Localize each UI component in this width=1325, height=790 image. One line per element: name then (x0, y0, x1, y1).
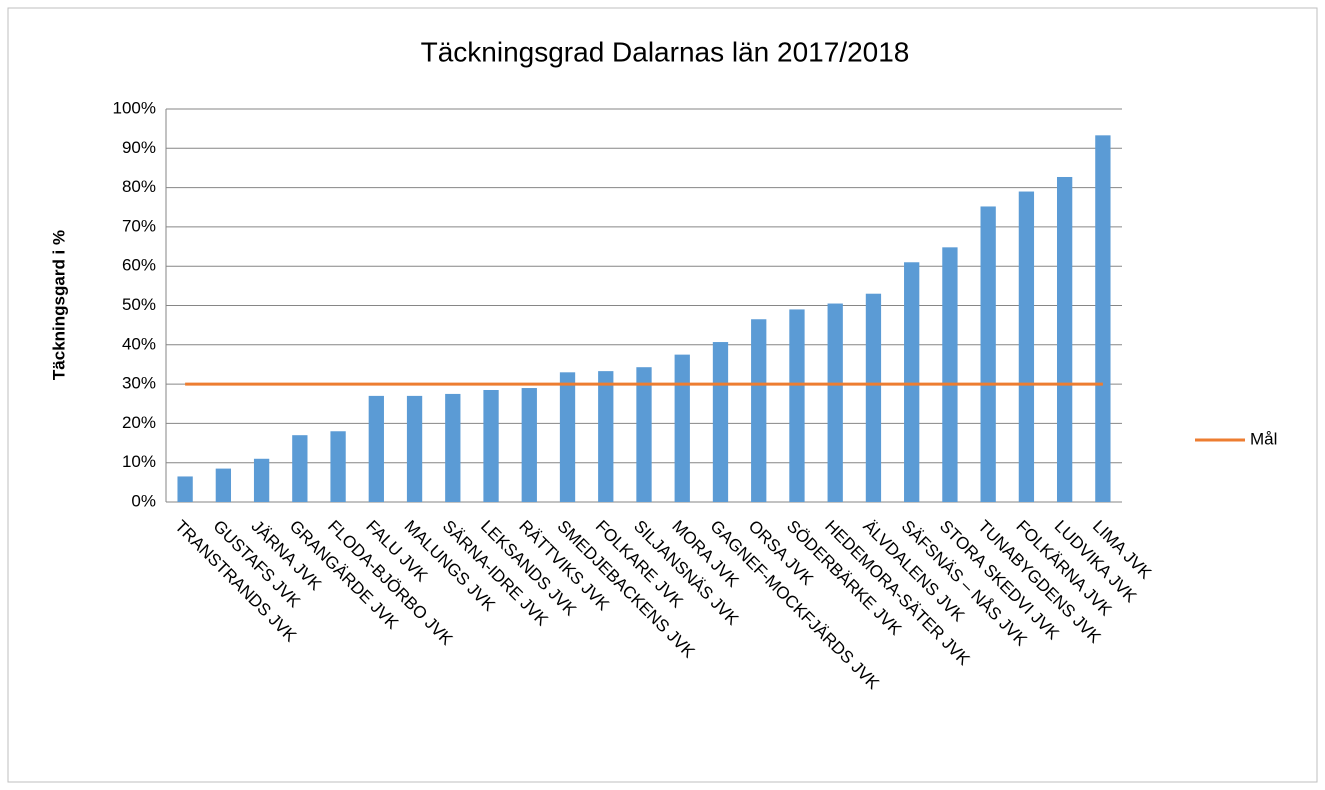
bar (177, 476, 193, 502)
bar (559, 372, 576, 502)
y-tick-label: 80% (122, 177, 156, 196)
chart-border (7, 7, 1318, 783)
bar (215, 468, 232, 502)
bar (368, 395, 384, 502)
bar (1056, 176, 1073, 502)
bar (980, 206, 996, 503)
bar (292, 435, 308, 502)
bar (942, 247, 958, 502)
y-axis-label: Täckningsgard i % (49, 230, 68, 380)
y-tick-label: 50% (122, 295, 156, 314)
bar (1018, 191, 1035, 502)
bar (330, 431, 346, 502)
bar (445, 393, 461, 502)
bar (521, 388, 537, 502)
chart-title: Täckningsgrad Dalarnas län 2017/2018 (421, 36, 910, 67)
legend-label: Mål (1250, 429, 1277, 448)
bar (827, 303, 843, 502)
bar (712, 342, 729, 502)
bar (636, 367, 652, 502)
y-tick-label: 0% (131, 491, 156, 510)
bar (406, 395, 423, 502)
y-tick-label: 10% (122, 452, 156, 471)
bar (904, 262, 920, 502)
y-tick-label: 90% (122, 138, 156, 157)
y-tick-label: 40% (122, 334, 156, 353)
bar (751, 319, 767, 502)
y-tick-label: 70% (122, 216, 156, 235)
bar (253, 458, 270, 502)
bar (483, 389, 499, 502)
y-tick-label: 60% (122, 256, 156, 275)
bar (598, 371, 614, 502)
bar (674, 354, 690, 502)
bar (1095, 135, 1111, 502)
y-tick-label: 20% (122, 413, 156, 432)
y-tick-label: 100% (113, 98, 156, 117)
bar (789, 309, 805, 502)
bar (865, 293, 882, 502)
y-tick-label: 30% (122, 374, 156, 393)
